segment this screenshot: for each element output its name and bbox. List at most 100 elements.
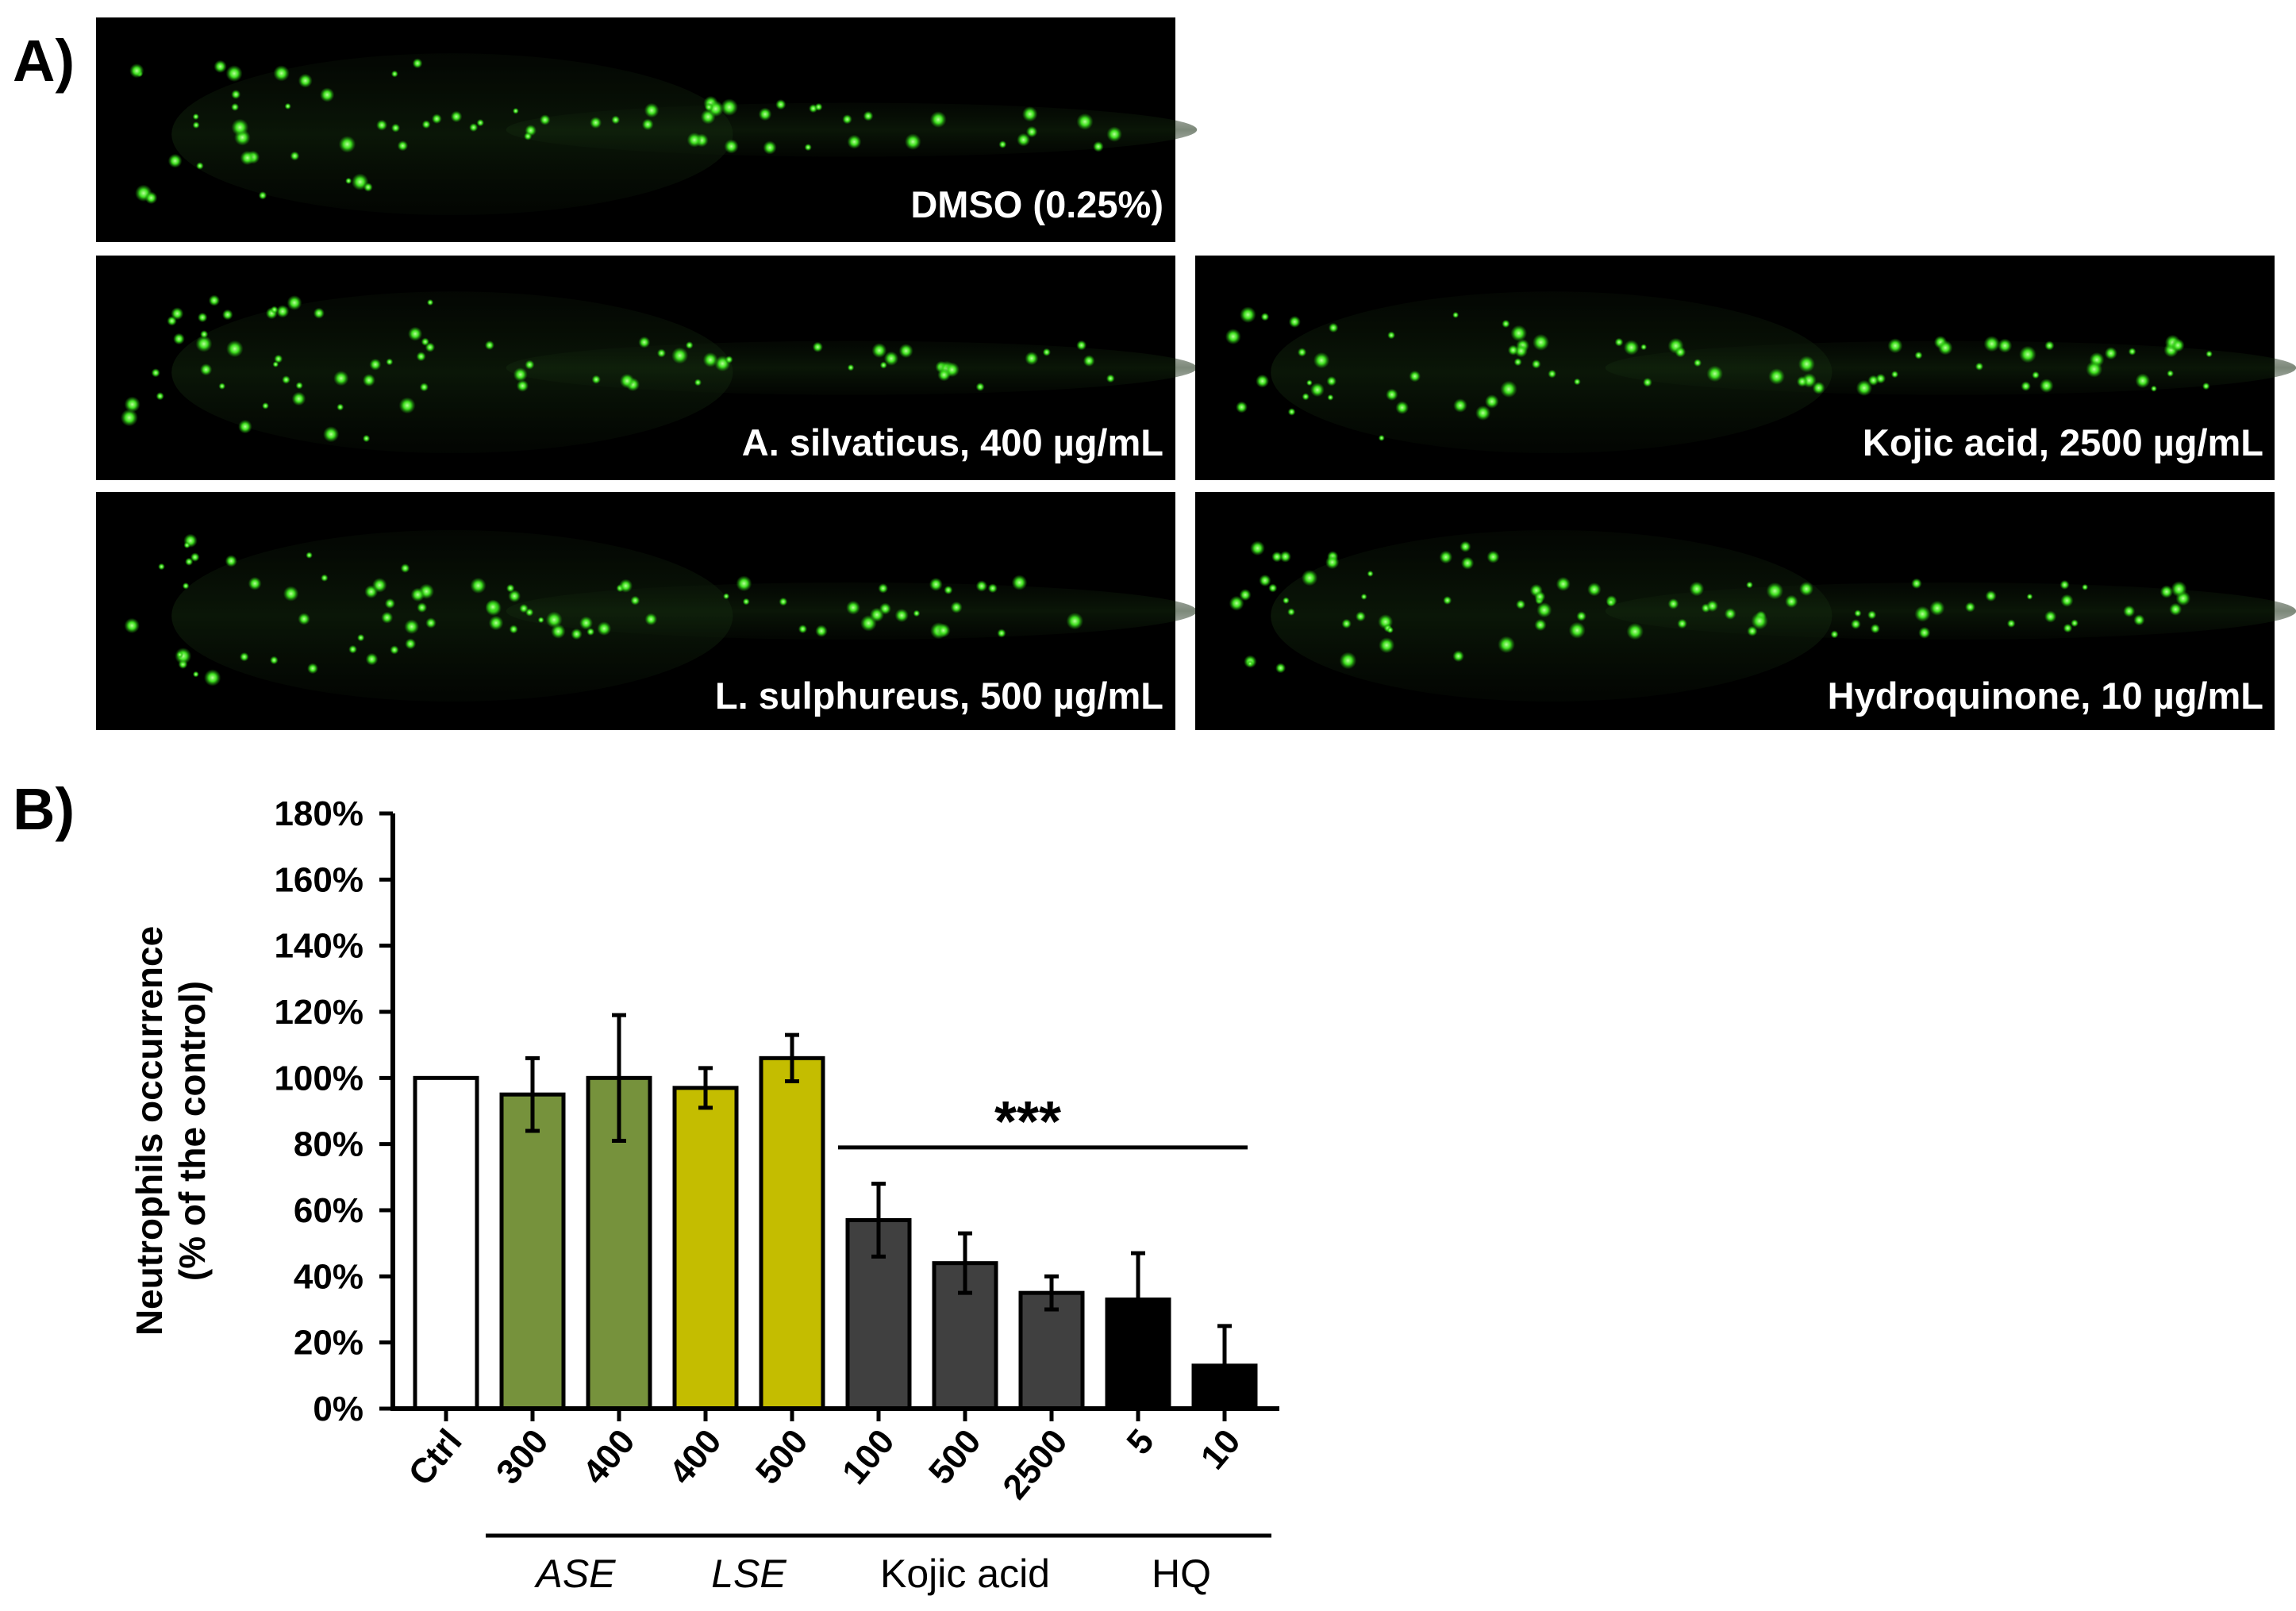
neutrophil-dot [240,150,255,166]
neutrophil-dot [1548,369,1557,379]
neutrophil-dot [1021,106,1038,122]
neutrophil-dot [338,136,356,153]
neutrophil-dot [158,563,165,571]
neutrophil-dot [1325,555,1340,570]
neutrophil-dot [1386,388,1398,402]
neutrophil-dot [1106,374,1115,383]
neutrophil-dot [1768,368,1786,385]
neutrophil-dot [171,307,184,321]
neutrophil-dot [124,617,140,634]
neutrophil-dot [904,133,921,151]
x-tick-label: 300 [489,1422,556,1492]
neutrophil-dot [694,379,702,386]
x-tick-label: 5 [1119,1422,1161,1462]
neutrophil-dot [671,347,689,364]
neutrophil-dot [998,140,1007,148]
neutrophil-dot [1279,551,1291,563]
neutrophil-dot [812,341,823,352]
neutrophil-dot [1475,405,1491,421]
neutrophil-dot [238,419,252,434]
neutrophil-dot [597,621,612,636]
neutrophil-dot [1379,637,1395,654]
neutrophil-dot [363,183,373,192]
neutrophil-dot [2039,379,2054,393]
neutrophil-dot [1746,581,1753,589]
neutrophil-dot [1693,359,1702,367]
neutrophil-dot [618,579,633,593]
neutrophil-dot [192,113,199,121]
neutrophil-dot [1998,338,2013,353]
neutrophil-dot [192,121,200,129]
neutrophil-dot [248,576,262,590]
neutrophil-dot [1025,352,1039,366]
neutrophil-dot [291,391,306,406]
error-bar [612,1013,626,1143]
error-bar [1131,1251,1145,1348]
neutrophil-dot [509,625,518,634]
neutrophil-dot [485,599,501,615]
neutrophil-dot [1964,602,1976,613]
y-tick-label: 60% [294,1191,363,1230]
neutrophil-dot [591,375,601,385]
neutrophil-dot [1510,325,1528,342]
neutrophil-dot [1452,311,1460,318]
neutrophil-dot [306,552,313,559]
neutrophil-dot [1287,408,1296,416]
neutrophil-dot [1856,379,1873,397]
neutrophil-dot [1460,556,1475,570]
neutrophil-dot [1326,375,1337,386]
neutrophil-dot [290,151,300,161]
neutrophil-dot [1268,583,1278,593]
y-tick-label: 20% [294,1324,363,1363]
larva-image-dmso: DMSO (0.25%) [96,17,1198,242]
x-tick-label: 500 [921,1422,989,1492]
x-tick-label: 2500 [995,1422,1075,1506]
neutrophil-dot [1531,359,1541,369]
neutrophil-dot [1453,398,1467,413]
neutrophil-dot [1983,336,2000,352]
neutrophil-dot [1287,608,1295,617]
neutrophil-dot [975,580,988,592]
neutrophil-dot [376,119,388,131]
neutrophil-dot [362,434,371,443]
neutrophil-dot [274,354,283,363]
neutrophil-dot [1452,650,1464,663]
neutrophil-dot [199,363,213,376]
group-label: ASE [533,1551,616,1596]
neutrophil-dot [758,107,772,121]
larva-image-l-sulphureus: L. sulphureus, 500 µg/mL [96,492,1198,730]
neutrophil-dot [221,309,233,321]
neutrophil-dot [2150,385,2157,392]
neutrophil-dot [2032,371,2040,379]
neutrophil-dot [2044,610,2057,623]
error-bar [785,1032,799,1083]
neutrophil-dot [1799,581,1814,597]
error-bars [525,1013,1232,1408]
neutrophil-dot [1587,582,1602,597]
neutrophil-dot [1042,348,1052,356]
neutrophil-dot [1025,125,1038,138]
neutrophil-dot [1460,540,1471,552]
neutrophil-dot [1341,618,1352,629]
bars [413,1055,1258,1411]
neutrophil-dot [1386,626,1394,634]
neutrophil-dot [1573,378,1581,386]
neutrophil-dot [898,344,913,359]
neutrophil-dot [313,307,325,319]
y-axis-title-line2: (% of the control) [171,981,213,1281]
neutrophil-dot [345,177,352,185]
neutrophil-dot [151,368,160,378]
neutrophil-dot [1785,594,1798,609]
neutrophil-dot [2006,619,2016,629]
fluorescent-neutrophils [1229,530,2296,702]
y-tick-label: 120% [274,993,363,1032]
neutrophil-dot [1830,630,1839,639]
neutrophil-dot [630,595,640,606]
group-labels: ASE LSE Kojic acid HQ [486,1533,1271,1596]
neutrophil-dot [975,382,985,392]
neutrophil-dot [231,118,249,136]
neutrophil-dot [1798,356,1815,373]
neutrophil-dot [1017,133,1031,147]
neutrophil-dot [1867,375,1879,386]
neutrophil-dot [371,578,387,593]
